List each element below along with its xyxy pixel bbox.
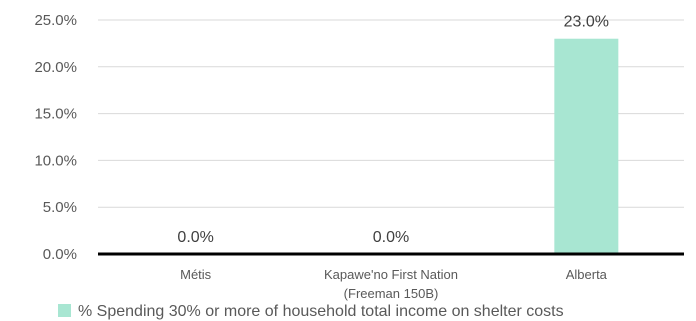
y-tick-label-5: 25.0%	[34, 12, 77, 29]
y-tick-label-4: 20.0%	[34, 59, 77, 76]
legend-swatch	[58, 304, 71, 317]
y-tick-label-1: 5.0%	[43, 199, 77, 216]
y-tick-label-2: 10.0%	[34, 152, 77, 169]
category-label-1-line-1: (Freeman 150B)	[344, 286, 439, 301]
legend-label: % Spending 30% or more of household tota…	[78, 303, 564, 320]
data-label-0: 0.0%	[177, 229, 213, 246]
y-tick-label-3: 15.0%	[34, 106, 77, 123]
bar-2	[554, 38, 619, 254]
category-label-1-line-0: Kapawe'no First Nation	[324, 267, 458, 282]
category-label-0: Métis	[180, 267, 212, 282]
category-label-2: Alberta	[566, 267, 608, 282]
data-label-2: 23.0%	[564, 14, 609, 31]
data-label-1: 0.0%	[373, 229, 409, 246]
y-tick-label-0: 0.0%	[43, 246, 77, 263]
